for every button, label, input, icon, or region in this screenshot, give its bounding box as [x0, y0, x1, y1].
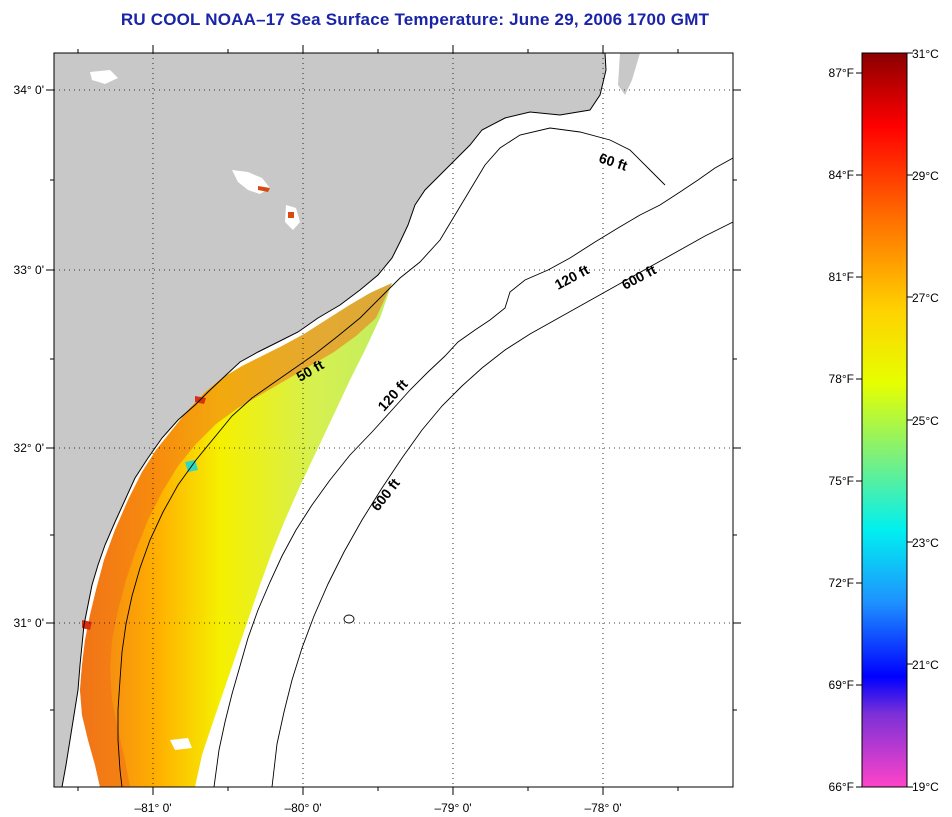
- colorbar-f-label: 81°F: [829, 270, 854, 284]
- lat-label: 33° 0': [14, 263, 44, 277]
- lon-label: –79° 0': [434, 801, 471, 815]
- land-area: [54, 53, 606, 787]
- colorbar-f-label: 75°F: [829, 474, 854, 488]
- colorbar-c-label: 25°C: [912, 414, 939, 428]
- lat-label: 34° 0': [14, 83, 44, 97]
- graticule: [54, 53, 733, 787]
- colorbar-f-label: 72°F: [829, 576, 854, 590]
- temperature-colorbar: [861, 52, 908, 788]
- map-title: RU COOL NOAA–17 Sea Surface Temperature:…: [120, 10, 710, 29]
- isobath-50ft: [117, 127, 666, 787]
- colorbar-f-label: 69°F: [829, 678, 854, 692]
- lake-warm-pixels: [258, 186, 270, 192]
- colorbar-f-label: 66°F: [829, 780, 854, 794]
- inland-lake: [90, 70, 118, 84]
- colorbar-f-label: 84°F: [829, 168, 854, 182]
- sst-swath: [80, 283, 392, 787]
- colorbar-c-label: 19°C: [912, 780, 939, 794]
- coastline: [61, 53, 607, 787]
- colorbar-f-label: 78°F: [829, 372, 854, 386]
- colorbar-c-label: 23°C: [912, 536, 939, 550]
- land-area-northeast: [618, 53, 640, 95]
- lat-label: 31° 0': [14, 616, 44, 630]
- warm-coastal-band: [80, 283, 392, 787]
- lake-warm-pixels: [288, 212, 294, 218]
- colorbar-f-label: 87°F: [829, 66, 854, 80]
- colorbar-c-label: 31°C: [912, 47, 939, 61]
- colorbar-c-label: 29°C: [912, 169, 939, 183]
- isobath-600ft: [271, 221, 733, 787]
- colorbar-ticks: [856, 52, 913, 788]
- colorbar-c-label: 21°C: [912, 658, 939, 672]
- map-frame: [53, 52, 734, 788]
- lat-label: 32° 0': [14, 441, 44, 455]
- axis-ticks: [46, 45, 741, 795]
- lon-label: –80° 0': [284, 801, 321, 815]
- lon-label: –78° 0': [584, 801, 621, 815]
- isobath-120ft: [213, 157, 733, 787]
- cloud-gap: [170, 738, 192, 750]
- lon-label: –81° 0': [134, 801, 171, 815]
- colorbar-c-label: 27°C: [912, 291, 939, 305]
